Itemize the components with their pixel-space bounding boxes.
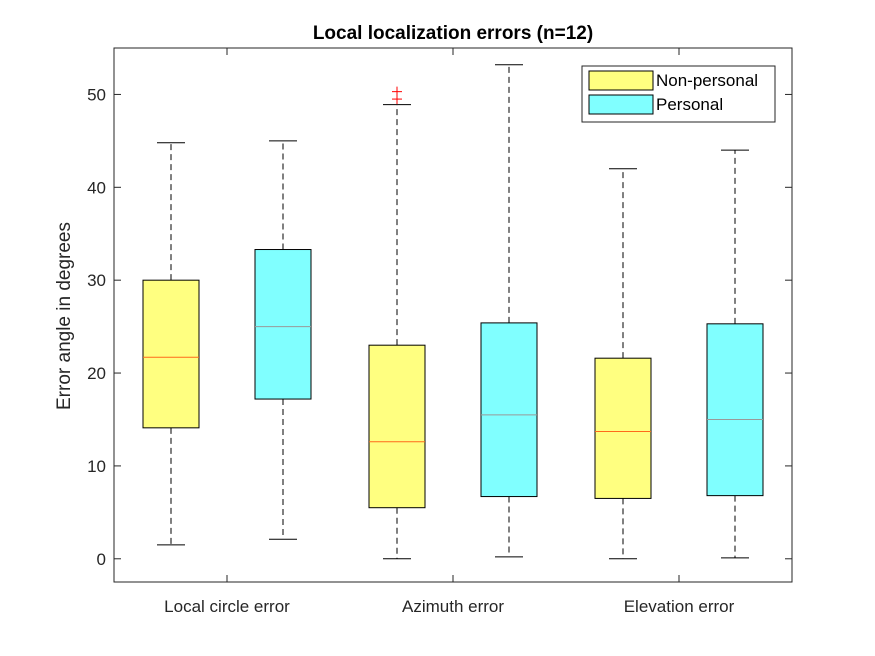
y-tick-label: 50 — [87, 85, 106, 104]
legend-swatch — [588, 70, 654, 91]
legend-label: Personal — [656, 95, 723, 114]
y-tick-label: 0 — [97, 550, 106, 569]
box — [254, 249, 312, 400]
y-tick-label: 10 — [87, 457, 106, 476]
plot-frame — [113, 47, 793, 583]
box-group — [368, 86, 426, 560]
box — [368, 344, 426, 509]
box — [142, 279, 200, 429]
y-tick-label: 30 — [87, 271, 106, 290]
legend: Non-personal Personal — [581, 65, 776, 123]
legend-swatch — [588, 94, 654, 115]
x-tick-label: Elevation error — [624, 597, 735, 616]
box-group — [142, 142, 200, 546]
y-axis-label: Error angle in degrees — [54, 222, 75, 410]
plot-area: 0 10 20 30 40 50 Local circle error Azimuth err… — [87, 47, 793, 616]
box-group — [480, 64, 538, 558]
chart-title: Local localization errors (n=12) — [313, 23, 593, 44]
x-tick-label: Azimuth error — [402, 597, 504, 616]
box-group — [594, 168, 652, 560]
box — [480, 322, 538, 498]
y-tick-label: 40 — [87, 178, 106, 197]
box-group — [706, 149, 764, 559]
box — [594, 357, 652, 499]
box-group — [254, 140, 312, 540]
box — [706, 323, 764, 497]
legend-label: Non-personal — [656, 71, 758, 90]
y-tick-label: 20 — [87, 364, 106, 383]
x-tick-label: Local circle error — [164, 597, 290, 616]
